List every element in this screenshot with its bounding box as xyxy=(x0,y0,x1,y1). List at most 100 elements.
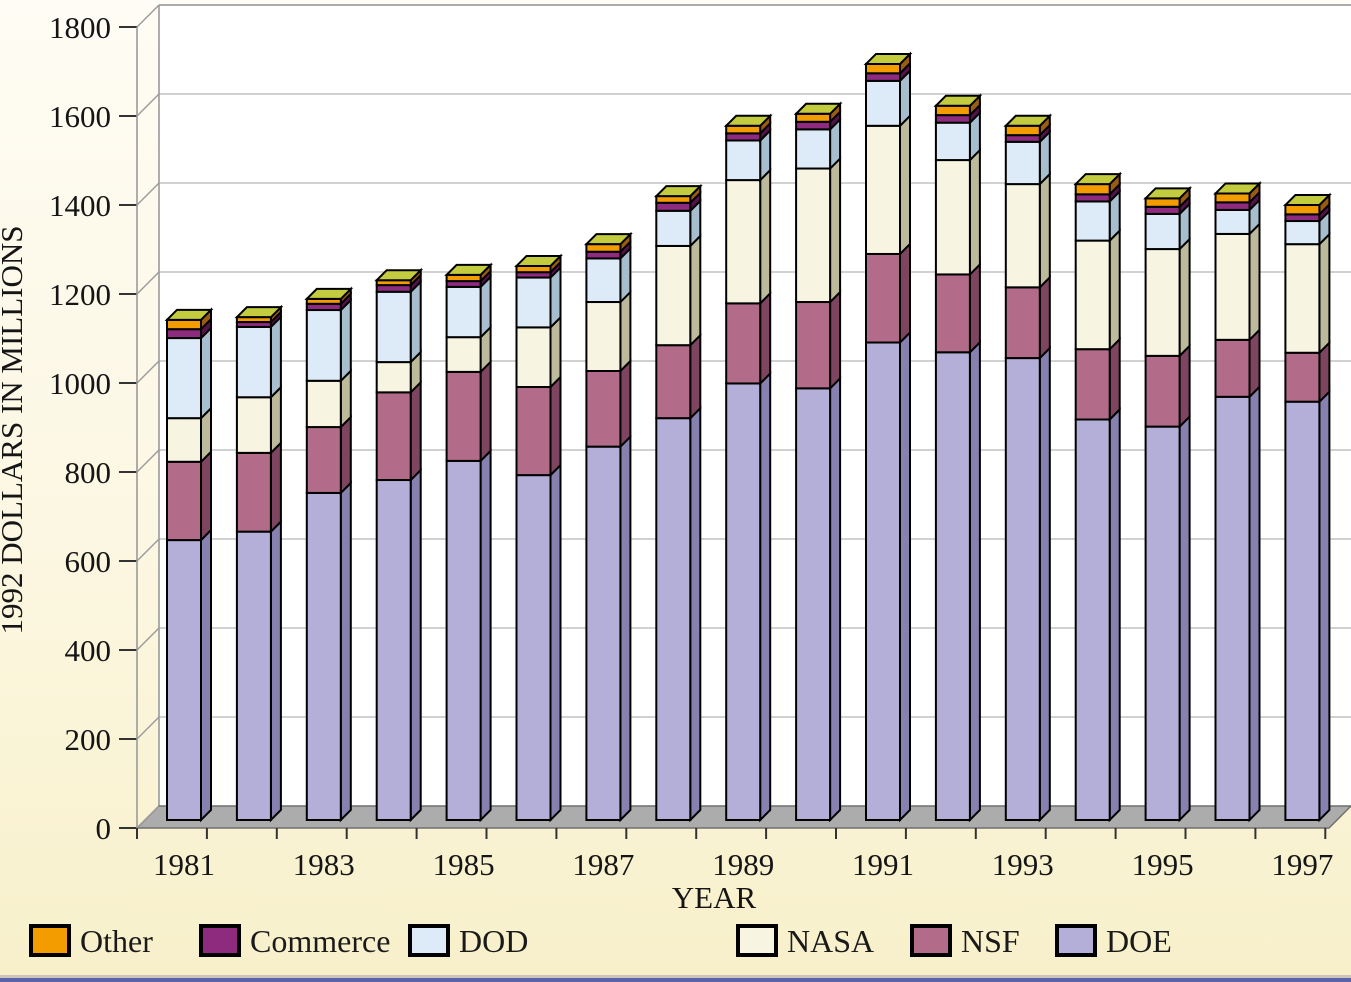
bar-1990-NASA xyxy=(795,167,832,304)
legend-item-nsf: NSF xyxy=(910,924,1020,957)
legend-label-nasa: NASA xyxy=(787,922,875,959)
bar-1997-Other xyxy=(1284,204,1321,216)
bar-1989-top-face xyxy=(723,114,773,127)
bar-1990-top-face xyxy=(793,102,843,115)
bar-1994-Other xyxy=(1074,183,1111,196)
bar-1985-DOD xyxy=(445,285,482,339)
bar-1982-DOE-side xyxy=(269,519,282,823)
bar-1987-DOE xyxy=(585,445,622,821)
bar-1989-DOE xyxy=(725,382,762,821)
bar-1986-top-face xyxy=(514,254,563,267)
bar-1993-top-face xyxy=(1003,114,1053,127)
bar-1989-NSF xyxy=(725,302,762,385)
bar-1992-NASA-side xyxy=(968,147,981,277)
legend-label-dod: DOD xyxy=(459,922,529,959)
bar-1996-DOE-side xyxy=(1248,384,1261,823)
bar-1990 xyxy=(793,101,843,823)
bar-1981-NSF xyxy=(166,460,202,542)
bar-1981-DOE-side xyxy=(200,527,212,823)
bar-1981-DOE xyxy=(166,539,202,821)
y-tick-label-1200: 1200 xyxy=(49,277,111,312)
bar-1994-Commerce xyxy=(1074,193,1111,203)
bar-1981-NASA xyxy=(166,417,202,463)
bar-1983-NASA xyxy=(305,379,342,429)
x-tick-label-1995: 1995 xyxy=(1132,847,1194,882)
bar-1992-DOD xyxy=(934,121,971,162)
legend-item-commerce: Commerce xyxy=(199,924,390,957)
y-tick-label-1000: 1000 xyxy=(49,366,111,401)
bar-1997-NASA xyxy=(1284,243,1321,354)
bar-1995-NASA-side xyxy=(1178,236,1191,359)
bar-1993-NSF-side xyxy=(1038,274,1051,361)
bar-1981-Commerce xyxy=(166,328,202,340)
bar-1994-DOE xyxy=(1074,418,1111,821)
bar-1984-DOE xyxy=(375,479,412,821)
bar-1996-NSF xyxy=(1214,338,1251,398)
bar-1982-DOD xyxy=(235,325,272,399)
bar-1995-DOE xyxy=(1144,425,1181,821)
bar-1989-Commerce xyxy=(725,132,762,142)
bar-1993-DOE xyxy=(1004,357,1041,821)
bar-1987 xyxy=(583,231,633,823)
bar-1988-Other xyxy=(655,195,692,204)
bar-1985-DOE xyxy=(445,459,482,821)
bar-1982-DOD-side xyxy=(269,314,282,400)
bar-1994-top-face xyxy=(1073,173,1123,186)
y-tick-label-1400: 1400 xyxy=(49,188,111,223)
bar-1997-top-face xyxy=(1282,194,1332,207)
bar-1986-DOE-side xyxy=(549,462,562,823)
y-tick-label-1600: 1600 xyxy=(49,99,111,134)
bar-1996 xyxy=(1213,181,1262,823)
bar-1986-NSF-side xyxy=(549,374,562,478)
y-tick-label-600: 600 xyxy=(65,544,112,579)
legend-swatch-doe xyxy=(1055,924,1097,957)
bar-1996-Commerce xyxy=(1214,201,1251,211)
bar-1990-NASA-side xyxy=(829,156,842,305)
bar-1988-DOE xyxy=(655,417,692,821)
bar-1985-NSF-side xyxy=(479,359,492,464)
bar-1997-DOE xyxy=(1284,400,1321,821)
bar-1996-Other xyxy=(1214,192,1251,204)
bar-1981-NSF-side xyxy=(200,449,212,543)
bar-1983-DOE-side xyxy=(339,480,352,823)
bar-1982-NSF-side xyxy=(269,440,282,535)
bar-1988-Commerce xyxy=(655,201,692,212)
bar-1995-Commerce xyxy=(1144,205,1181,215)
bar-1983-NSF xyxy=(305,426,342,494)
bar-1984-NASA xyxy=(375,361,412,394)
bar-1981-top-face xyxy=(164,308,214,321)
bar-1988-NSF xyxy=(655,344,692,420)
bar-1981-Other xyxy=(166,318,202,331)
bar-1995-Other xyxy=(1144,197,1181,208)
bar-1996-DOD xyxy=(1214,208,1251,235)
bar-1993-Commerce xyxy=(1004,134,1041,143)
bar-1990-DOE-side xyxy=(829,375,842,823)
bar-1988-DOE-side xyxy=(689,405,702,823)
bar-1997-DOD xyxy=(1284,220,1321,246)
bar-1993-NSF xyxy=(1004,286,1041,360)
y-tick-slant-800 xyxy=(136,449,160,473)
legend-item-doe: DOE xyxy=(1055,924,1172,957)
x-tick-label-1989: 1989 xyxy=(712,847,774,882)
bar-1991-DOD xyxy=(865,79,901,127)
bar-1992-DOE xyxy=(934,351,971,821)
y-axis-title: 1992 DOLLARS IN MILLIONS xyxy=(0,225,29,634)
bar-1994-NSF xyxy=(1074,348,1111,421)
bar-1993-NASA-side xyxy=(1038,171,1051,290)
bar-1987-NASA-side xyxy=(619,289,632,374)
bar-1984 xyxy=(374,267,424,823)
x-tick-label-1985: 1985 xyxy=(433,847,495,882)
y-tick-slant-1000 xyxy=(136,360,160,384)
bar-1994-NASA xyxy=(1074,239,1111,351)
bar-1986-NASA-side xyxy=(549,314,562,390)
legend-label-doe: DOE xyxy=(1106,922,1172,959)
bar-1996-NSF-side xyxy=(1248,327,1261,400)
y-tick-slant-1200 xyxy=(136,271,160,295)
y-tick-slant-1800 xyxy=(136,4,160,28)
bar-1995-NSF-side xyxy=(1178,343,1191,430)
y-tick-slant-0 xyxy=(136,805,160,829)
bar-1984-NSF-side xyxy=(409,379,422,483)
bar-1989 xyxy=(723,113,773,823)
bar-1987-top-face xyxy=(583,233,633,246)
